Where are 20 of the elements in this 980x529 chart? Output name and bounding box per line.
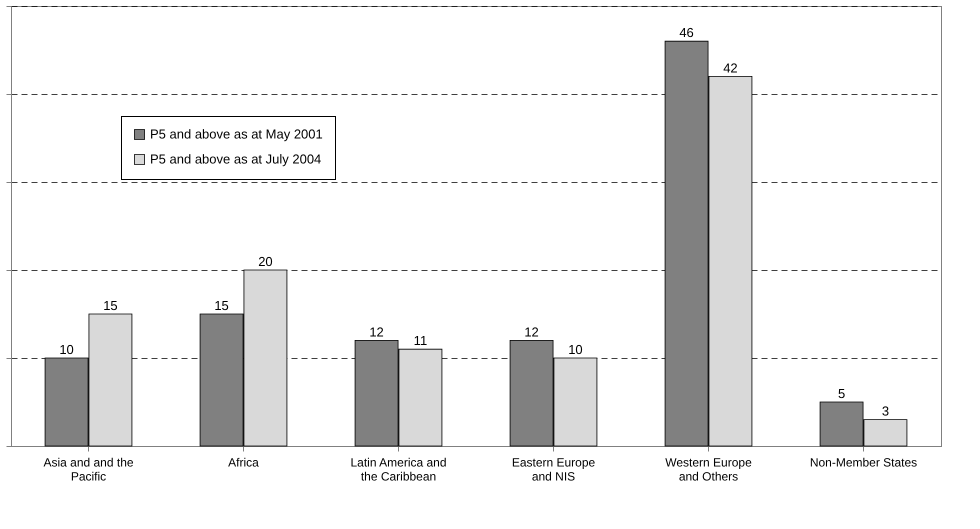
legend-label: P5 and above as at May 2001 [150, 126, 323, 142]
data-label: 10 [568, 342, 583, 357]
data-label: 3 [882, 404, 890, 419]
data-label: 46 [679, 25, 694, 40]
x-tick-label: Non-Member States [810, 456, 918, 470]
data-label: 20 [258, 254, 273, 269]
data-label: 15 [103, 298, 118, 313]
x-tick-label: Latin America and the Caribbean [350, 456, 447, 484]
data-label: 12 [369, 324, 384, 340]
legend-label: P5 and above as at July 2004 [150, 152, 322, 166]
x-tick-label: Western Europe and Others [665, 456, 752, 484]
data-label: 15 [214, 298, 229, 313]
x-tick-label: Africa [228, 456, 260, 470]
data-label: 42 [723, 60, 738, 76]
x-tick-label: Eastern Europe and NIS [512, 456, 596, 484]
data-label: 11 [414, 333, 428, 348]
data-label: 10 [59, 342, 74, 357]
data-label: 5 [838, 386, 846, 401]
data-label: 12 [524, 324, 539, 340]
x-tick-label: Asia and and the Pacific [43, 456, 134, 484]
